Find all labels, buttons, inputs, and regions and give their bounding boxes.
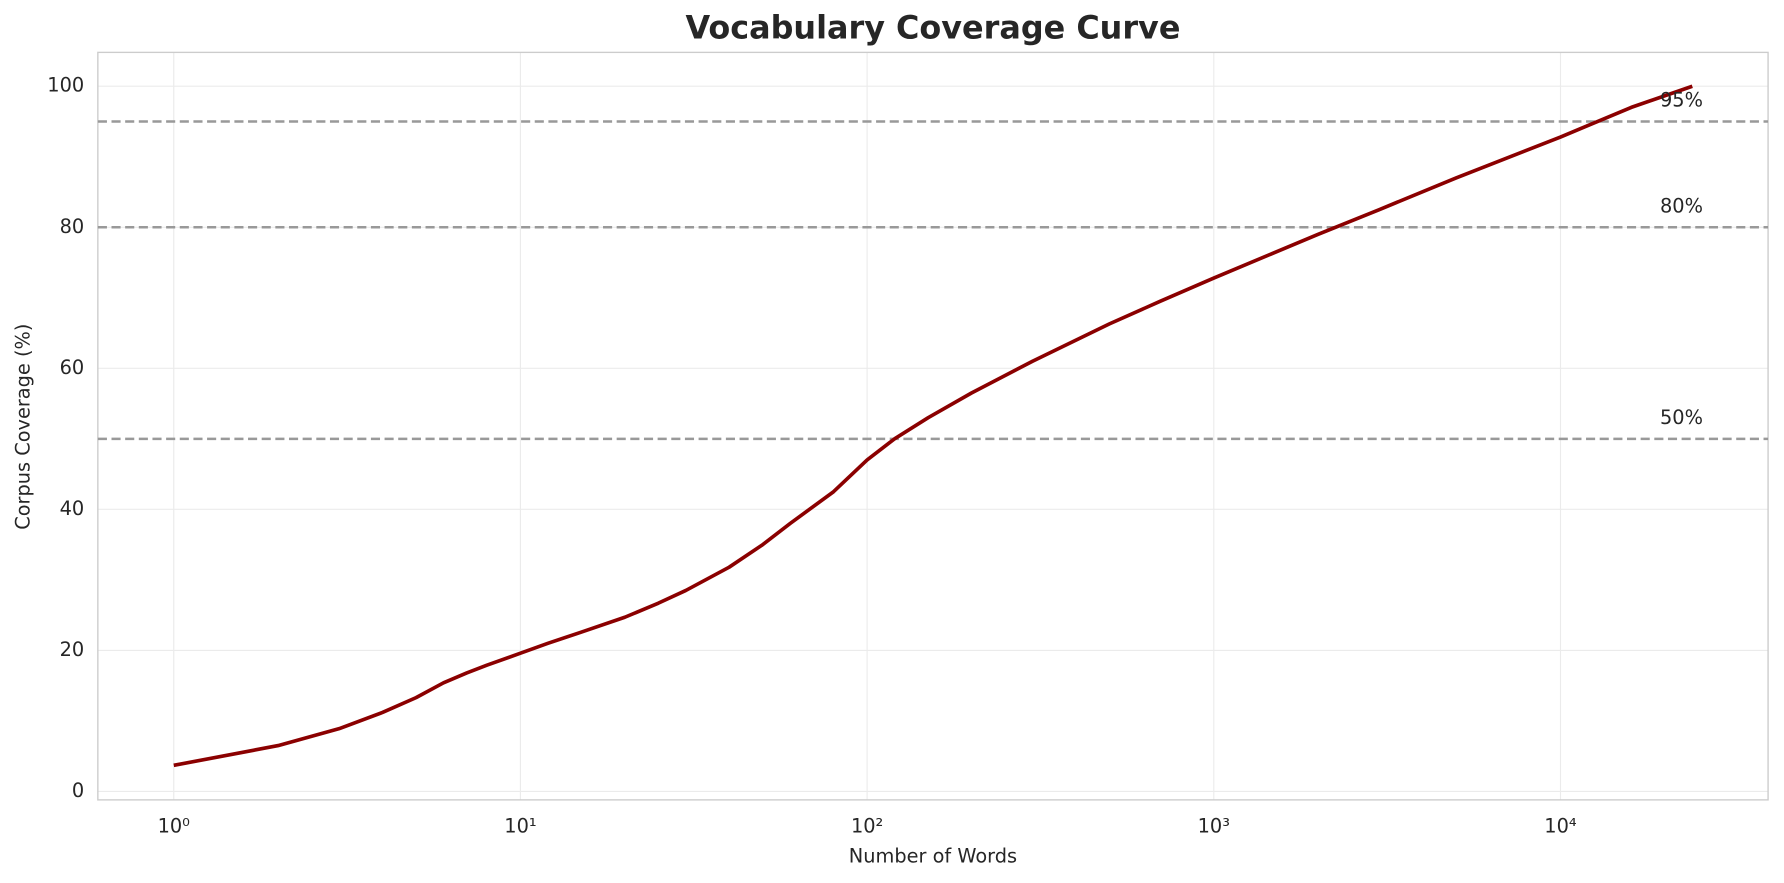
x-tick-label: 10² <box>851 815 883 838</box>
chart-title: Vocabulary Coverage Curve <box>685 9 1180 47</box>
y-tick-label: 40 <box>60 497 85 520</box>
y-tick-label: 0 <box>72 779 84 802</box>
y-tick-label: 20 <box>60 638 85 661</box>
reference-label: 95% <box>1660 89 1703 112</box>
reference-label: 80% <box>1660 194 1703 217</box>
x-tick-label: 10⁰ <box>158 815 191 838</box>
x-tick-label: 10¹ <box>504 815 536 838</box>
x-tick-label: 10³ <box>1198 815 1230 838</box>
plot-frame <box>97 51 1769 801</box>
y-axis-label: Corpus Coverage (%) <box>11 324 34 530</box>
x-axis-label: Number of Words <box>849 844 1017 867</box>
reference-label: 50% <box>1660 406 1703 429</box>
data-line <box>173 84 1693 768</box>
y-tick-label: 60 <box>60 356 85 379</box>
x-tick-label: 10⁴ <box>1544 815 1577 838</box>
y-tick-label: 100 <box>47 74 84 97</box>
y-tick-label: 80 <box>60 215 85 238</box>
